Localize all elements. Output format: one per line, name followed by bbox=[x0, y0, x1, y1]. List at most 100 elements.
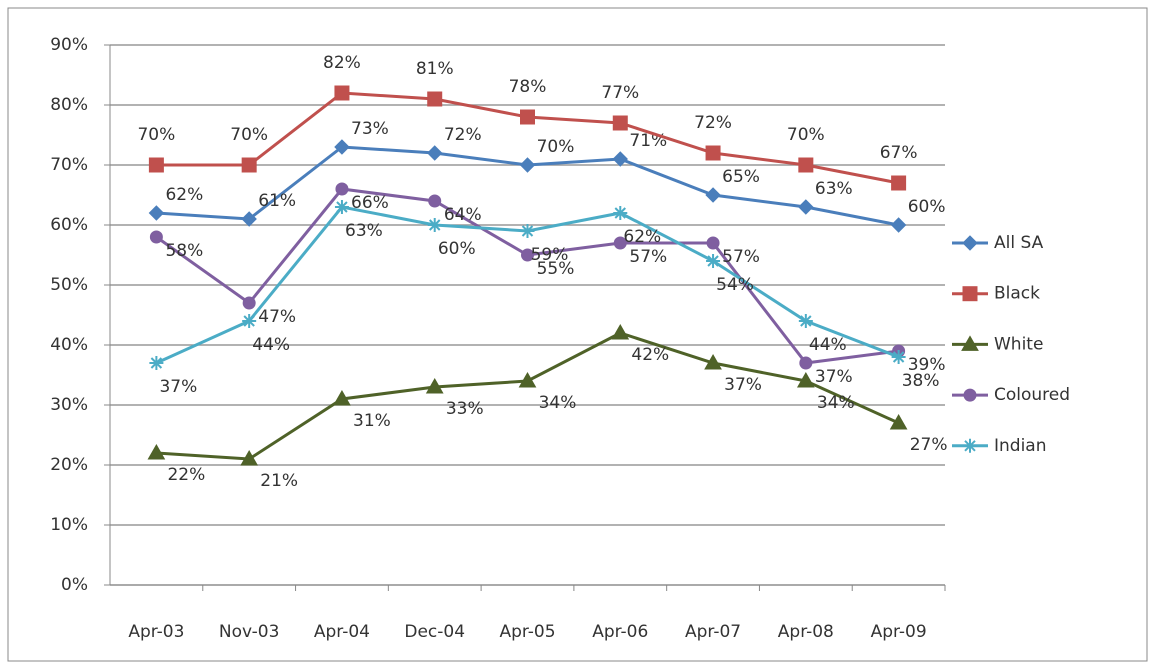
marker bbox=[890, 217, 907, 233]
data-label: 78% bbox=[509, 77, 547, 97]
data-label: 58% bbox=[165, 241, 203, 261]
x-tick-label: Apr-08 bbox=[778, 622, 834, 642]
legend-marker bbox=[963, 388, 977, 402]
marker bbox=[520, 109, 535, 125]
data-label: 39% bbox=[908, 355, 946, 375]
x-tick-label: Apr-07 bbox=[685, 622, 741, 642]
y-tick-label: 0% bbox=[61, 575, 88, 595]
legend-label: Indian bbox=[994, 436, 1047, 456]
marker bbox=[891, 350, 906, 364]
marker bbox=[333, 389, 351, 406]
marker bbox=[148, 205, 165, 221]
data-label: 55% bbox=[537, 259, 575, 279]
marker bbox=[242, 314, 257, 328]
data-label: 42% bbox=[631, 345, 669, 365]
y-tick-label: 30% bbox=[50, 395, 88, 415]
x-tick-label: Apr-06 bbox=[592, 622, 648, 642]
marker bbox=[425, 377, 444, 394]
data-label: 67% bbox=[880, 143, 918, 163]
marker bbox=[242, 296, 256, 310]
data-label: 44% bbox=[809, 335, 847, 355]
data-label: 38% bbox=[902, 371, 940, 391]
marker bbox=[798, 314, 813, 328]
y-tick-label: 20% bbox=[50, 455, 88, 475]
marker bbox=[149, 230, 163, 244]
data-label: 54% bbox=[716, 275, 754, 295]
data-label: 44% bbox=[252, 335, 290, 355]
legend-label: White bbox=[994, 334, 1043, 354]
marker bbox=[427, 218, 442, 232]
data-label: 71% bbox=[629, 131, 667, 151]
x-tick-label: Nov-03 bbox=[219, 622, 280, 642]
data-label: 60% bbox=[438, 239, 476, 259]
data-label: 47% bbox=[258, 307, 296, 327]
marker bbox=[705, 145, 721, 161]
marker bbox=[520, 224, 535, 238]
data-label: 77% bbox=[601, 83, 639, 103]
marker bbox=[240, 449, 259, 466]
data-label: 34% bbox=[539, 393, 577, 413]
marker bbox=[612, 115, 628, 131]
legend-marker bbox=[961, 335, 979, 351]
marker bbox=[334, 139, 350, 155]
marker bbox=[611, 323, 630, 340]
marker bbox=[334, 85, 350, 101]
x-tick-label: Dec-04 bbox=[404, 622, 465, 642]
legend-label: Coloured bbox=[994, 385, 1070, 405]
data-label: 57% bbox=[722, 247, 760, 267]
data-label: 64% bbox=[444, 205, 482, 225]
data-label: 31% bbox=[353, 411, 391, 431]
data-label: 21% bbox=[260, 471, 298, 491]
data-label: 73% bbox=[351, 119, 389, 139]
data-label: 82% bbox=[323, 53, 361, 73]
x-tick-label: Apr-03 bbox=[128, 622, 184, 642]
marker bbox=[613, 206, 628, 220]
data-label: 62% bbox=[623, 227, 661, 247]
y-tick-label: 50% bbox=[50, 275, 88, 295]
y-tick-label: 60% bbox=[50, 215, 88, 235]
chart-border bbox=[7, 7, 1148, 662]
data-label: 70% bbox=[230, 125, 268, 145]
marker bbox=[427, 91, 443, 107]
data-label: 37% bbox=[724, 375, 762, 395]
marker bbox=[706, 236, 720, 250]
x-tick-label: Apr-05 bbox=[499, 622, 555, 642]
marker bbox=[796, 371, 815, 388]
marker bbox=[147, 443, 166, 460]
marker bbox=[705, 187, 721, 203]
data-label: 72% bbox=[444, 125, 482, 145]
data-label: 63% bbox=[815, 179, 853, 199]
marker bbox=[428, 194, 442, 208]
marker bbox=[613, 236, 627, 250]
legend-label: Black bbox=[994, 284, 1040, 304]
marker bbox=[519, 157, 536, 173]
y-tick-label: 40% bbox=[50, 335, 88, 355]
data-label: 27% bbox=[910, 435, 948, 455]
data-label: 59% bbox=[531, 245, 569, 265]
marker bbox=[799, 356, 813, 370]
x-tick-label: Apr-04 bbox=[314, 622, 370, 642]
legend-label: All SA bbox=[994, 233, 1044, 253]
marker bbox=[334, 200, 349, 214]
marker bbox=[427, 145, 443, 161]
y-tick-label: 90% bbox=[50, 35, 88, 55]
data-label: 37% bbox=[159, 377, 197, 397]
y-tick-label: 10% bbox=[50, 515, 88, 535]
marker bbox=[891, 175, 907, 191]
data-label: 70% bbox=[137, 125, 175, 145]
data-label: 22% bbox=[167, 465, 205, 485]
data-label: 81% bbox=[416, 59, 454, 79]
data-label: 66% bbox=[351, 193, 389, 213]
legend-marker bbox=[962, 286, 978, 302]
data-label: 72% bbox=[694, 113, 732, 133]
data-label: 70% bbox=[787, 125, 825, 145]
y-tick-label: 80% bbox=[50, 95, 88, 115]
data-label: 60% bbox=[908, 197, 946, 217]
marker bbox=[241, 211, 257, 227]
marker bbox=[335, 182, 349, 196]
data-label: 37% bbox=[815, 367, 853, 387]
data-label: 70% bbox=[537, 137, 575, 157]
data-label: 62% bbox=[165, 185, 203, 205]
data-label: 57% bbox=[629, 247, 667, 267]
